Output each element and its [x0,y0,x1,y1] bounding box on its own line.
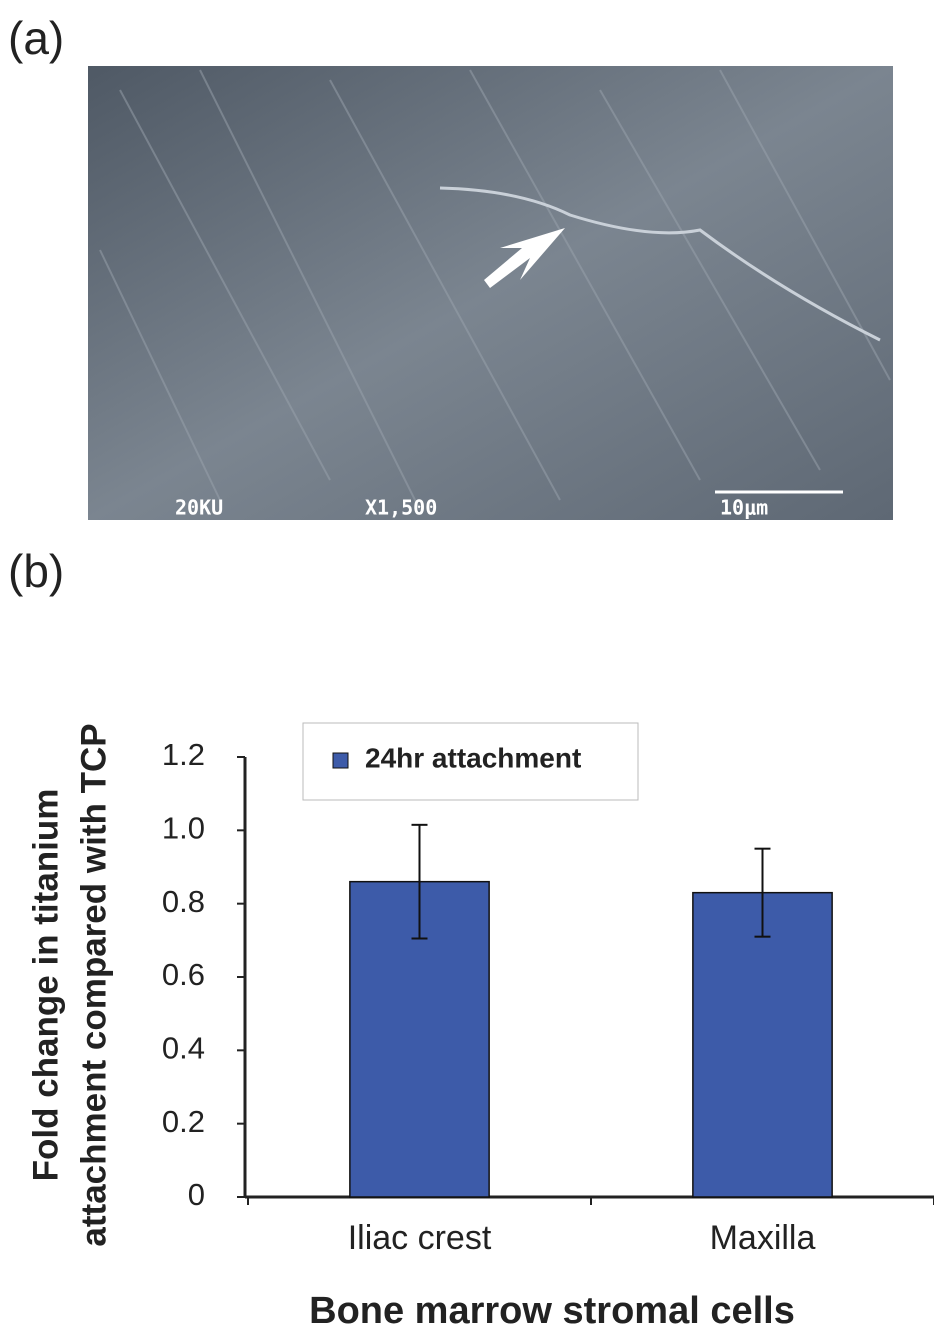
sem-image: 20KU X1,500 10μm [88,66,893,520]
y-tick-label: 0.8 [162,884,205,919]
image-text: 10μm [720,496,768,520]
panel-label: (b) [8,545,64,597]
x-tick-label: Iliac crest [348,1219,492,1257]
y-axis-label: Fold change in titanium [26,789,65,1182]
x-tick-label: Maxilla [710,1219,816,1257]
y-tick-label: 1.0 [162,811,205,846]
image-text: 20KU [175,496,223,520]
bar [693,893,832,1197]
x-axis-label: Bone marrow stromal cells [309,1290,795,1332]
figure: (a) 20KU X1,500 10μm (b) Fold change in … [0,0,934,1337]
panel-label: (a) [8,12,64,64]
y-tick-label: 0.4 [162,1031,205,1066]
y-axis-label: attachment compared with TCP [74,723,113,1246]
y-tick-label: 0.6 [162,957,205,992]
y-tick-label: 0.2 [162,1104,205,1139]
y-tick-label: 1.2 [162,737,205,772]
y-tick-label: 0 [188,1177,205,1212]
image-text: X1,500 [365,496,437,520]
legend-swatch [333,753,348,768]
legend-label: 24hr attachment [365,742,581,773]
